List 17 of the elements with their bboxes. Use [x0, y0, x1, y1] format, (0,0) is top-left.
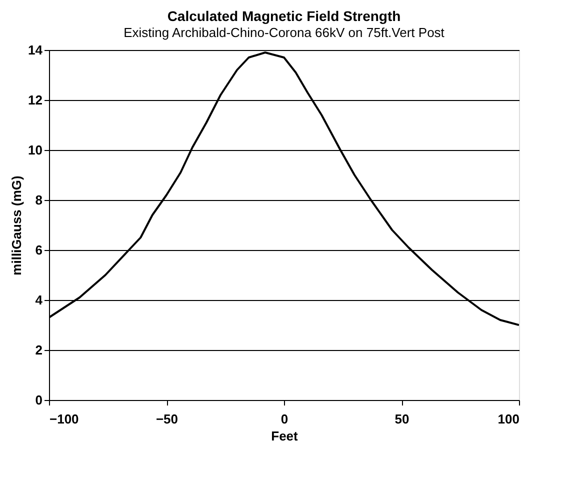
- x-tick-label: 0: [280, 412, 288, 426]
- y-tick-label: 6: [35, 242, 42, 258]
- y-axis-title: milliGauss (mG): [9, 176, 24, 276]
- x-axis-title: Feet: [271, 428, 299, 444]
- y-tick-label: 14: [28, 42, 44, 58]
- x-tick-label: −50: [156, 412, 178, 426]
- y-tick-label: 4: [35, 292, 44, 308]
- x-tick-label: 100: [498, 412, 520, 426]
- y-tick-label: 10: [28, 142, 42, 158]
- x-tick-label: −100: [50, 412, 79, 426]
- y-tick-label: 12: [28, 92, 42, 108]
- chart-title: Calculated Magnetic Field Strength: [167, 8, 401, 24]
- y-tick-label: 8: [35, 192, 42, 208]
- chart-subtitle: Existing Archibald-Chino-Corona 66kV on 75ft.Vert Post: [124, 25, 445, 40]
- y-tick-label: 0: [35, 392, 42, 408]
- y-tick-label: 2: [35, 342, 42, 358]
- x-tick-label: 50: [394, 412, 410, 426]
